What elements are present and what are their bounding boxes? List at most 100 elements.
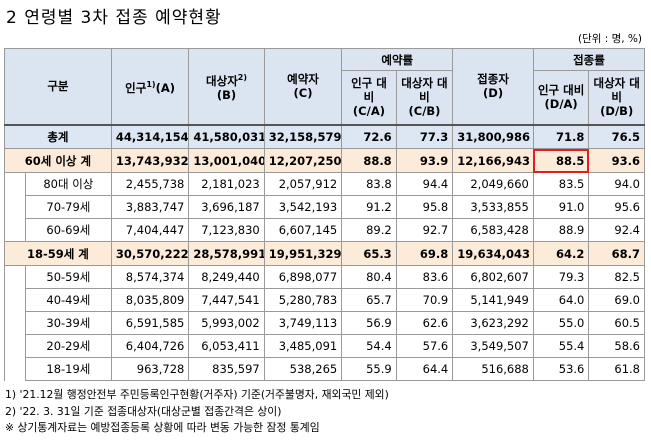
header-target: 대상자2) (B) — [188, 48, 265, 125]
row-label: 18-19세 — [24, 357, 112, 381]
cell-r-target: 94.4 — [395, 172, 454, 196]
cell-r-target: 93.9 — [395, 148, 454, 173]
reservation-table: 구분 인구1)(A) 대상자2) (B) 예약자 (C) 예약률 접종자 (D) 접종… — [4, 48, 646, 381]
cell-v-pop: 91.0 — [532, 195, 590, 219]
cell-reservation: 12,207,250 — [263, 148, 343, 173]
cell-vaccinated: 19,634,043 — [452, 241, 534, 266]
cell-r-pop: 83.8 — [341, 172, 397, 196]
table-row: 80대 이상 2,455,738 2,181,023 2,057,912 83.… — [4, 172, 645, 242]
cell-target: 8,249,440 — [188, 265, 265, 289]
cell-vaccinated: 3,549,507 — [452, 334, 534, 358]
header-vtarget-ratio: 대상자 대비 (D/B) — [588, 70, 645, 125]
cell-r-target: 69.8 — [395, 241, 454, 266]
unit-note: (단위 : 명, %) — [577, 33, 642, 45]
cell-target: 2,181,023 — [188, 172, 265, 196]
cell-population: 2,455,738 — [110, 172, 190, 196]
footnote-1: 1) '21.12월 행정안전부 주민등록인구현황(거주자) 기준(거주불명자,… — [5, 388, 389, 401]
cell-population: 8,574,374 — [110, 265, 190, 289]
cell-v-pop-highlighted: 88.5 — [532, 148, 590, 173]
cell-population: 44,314,154 — [110, 123, 190, 149]
row-label: 20-29세 — [24, 334, 112, 358]
row-label: 60세 이상 계 — [4, 148, 112, 173]
table-row: 18-19세 963,728 835,597 538,265 55.9 64.4… — [5, 357, 645, 381]
cell-v-pop: 53.6 — [532, 357, 590, 381]
row-label: 50-59세 — [24, 265, 112, 289]
row-label: 80대 이상 — [24, 172, 112, 196]
table-row-60-plus: 60세 이상 계 13,743,932 13,001,040 12,207,25… — [4, 148, 645, 173]
header-row-2: 인구 대비 (C/A) 대상자 대비 (C/B) 인구 대비 (D/A) 대상자 대비… — [5, 70, 645, 125]
cell-v-target: 82.5 — [588, 265, 645, 289]
cell-v-target: 76.5 — [588, 123, 645, 149]
cell-r-pop: 54.4 — [341, 334, 397, 358]
cell-reservation: 5,280,783 — [263, 288, 343, 312]
row-label: 18-59세 계 — [4, 241, 112, 266]
cell-r-target: 92.7 — [395, 218, 454, 242]
cell-vaccinated: 6,802,607 — [452, 265, 534, 289]
cell-r-target: 95.8 — [395, 195, 454, 219]
header-vaccination-rate: 접종률 — [532, 48, 646, 71]
cell-r-target: 62.6 — [395, 311, 454, 335]
cell-population: 963,728 — [110, 357, 190, 381]
cell-vaccinated: 31,800,986 — [452, 123, 534, 149]
cell-v-pop: 55.0 — [532, 311, 590, 335]
table-row-18-59: 18-59세 계 30,570,222 28,578,991 19,951,32… — [4, 241, 645, 266]
header-target-ratio: 대상자 대비 (C/B) — [395, 70, 454, 125]
cell-v-target: 95.6 — [588, 195, 645, 219]
header-reservation-rate: 예약률 — [341, 48, 454, 71]
row-label: 60-69세 — [24, 218, 112, 242]
header-population: 인구1)(A) — [110, 48, 190, 125]
cell-population: 3,883,747 — [110, 195, 190, 219]
cell-v-target: 92.4 — [588, 218, 645, 242]
cell-v-pop: 64.2 — [532, 241, 590, 266]
cell-v-target: 58.6 — [588, 334, 645, 358]
cell-v-target: 94.0 — [588, 172, 645, 196]
cell-reservation: 538,265 — [263, 357, 343, 381]
footnote-2: 2) '22. 3. 31일 기준 접종대상자(대상군별 접종간격은 상이) — [5, 404, 282, 418]
cell-r-target: 64.4 — [395, 357, 454, 381]
footnotes: 1) '21.12월 행정안전부 주민등록인구현황(거주자) 기준(거주불명자,… — [5, 387, 389, 437]
indent-spacer — [4, 265, 26, 381]
cell-population: 7,404,447 — [110, 218, 190, 242]
cell-vaccinated: 5,141,949 — [452, 288, 534, 312]
cell-v-target: 60.5 — [588, 311, 645, 335]
cell-r-pop: 56.9 — [341, 311, 397, 335]
cell-v-pop: 88.9 — [532, 218, 590, 242]
cell-v-target: 93.6 — [588, 148, 645, 173]
cell-r-target: 57.6 — [395, 334, 454, 358]
cell-r-pop: 55.9 — [341, 357, 397, 381]
cell-v-pop: 71.8 — [532, 123, 590, 149]
table-row: 30-39세 6,591,585 5,993,002 3,749,113 56.… — [5, 311, 645, 335]
table-row: 40-49세 8,035,809 7,447,541 5,280,783 65.… — [5, 288, 645, 312]
cell-target: 835,597 — [188, 357, 265, 381]
header-row-1: 구분 인구1)(A) 대상자2) (B) 예약자 (C) 예약률 접종자 (D) 접종… — [4, 48, 646, 125]
table-row: 60-69세 7,404,447 7,123,830 6,607,145 89.… — [5, 218, 645, 242]
header-category: 구분 — [4, 48, 112, 125]
header-reservation: 예약자 (C) — [263, 48, 343, 125]
cell-reservation: 3,749,113 — [263, 311, 343, 335]
row-label: 70-79세 — [24, 195, 112, 219]
cell-v-pop: 79.3 — [532, 265, 590, 289]
row-label: 총계 — [4, 123, 112, 149]
cell-vaccinated: 516,688 — [452, 357, 534, 381]
cell-target: 3,696,187 — [188, 195, 265, 219]
cell-r-pop: 72.6 — [341, 123, 397, 149]
table-row: 70-79세 3,883,747 3,696,187 3,542,193 91.… — [5, 195, 645, 219]
cell-vaccinated: 12,166,943 — [452, 148, 534, 173]
row-label: 30-39세 — [24, 311, 112, 335]
cell-population: 8,035,809 — [110, 288, 190, 312]
cell-reservation: 32,158,579 — [263, 123, 343, 149]
cell-population: 13,743,932 — [110, 148, 190, 173]
cell-reservation: 19,951,329 — [263, 241, 343, 266]
cell-target: 41,580,031 — [188, 123, 265, 149]
cell-r-target: 70.9 — [395, 288, 454, 312]
cell-v-pop: 83.5 — [532, 172, 590, 196]
header-pop-ratio: 인구 대비 (C/A) — [341, 70, 397, 125]
cell-reservation: 2,057,912 — [263, 172, 343, 196]
header-vpop-ratio: 인구 대비 (D/A) — [532, 70, 590, 125]
cell-target: 5,993,002 — [188, 311, 265, 335]
cell-target: 28,578,991 — [188, 241, 265, 266]
cell-r-target: 77.3 — [395, 123, 454, 149]
footnote-disclaimer: ※ 상기통계자료는 예방접종등록 상황에 따라 변동 가능한 잠정 통계임 — [5, 421, 320, 434]
table-row-total: 총계 44,314,154 41,580,031 32,158,579 72.6… — [4, 123, 645, 149]
cell-population: 30,570,222 — [110, 241, 190, 266]
